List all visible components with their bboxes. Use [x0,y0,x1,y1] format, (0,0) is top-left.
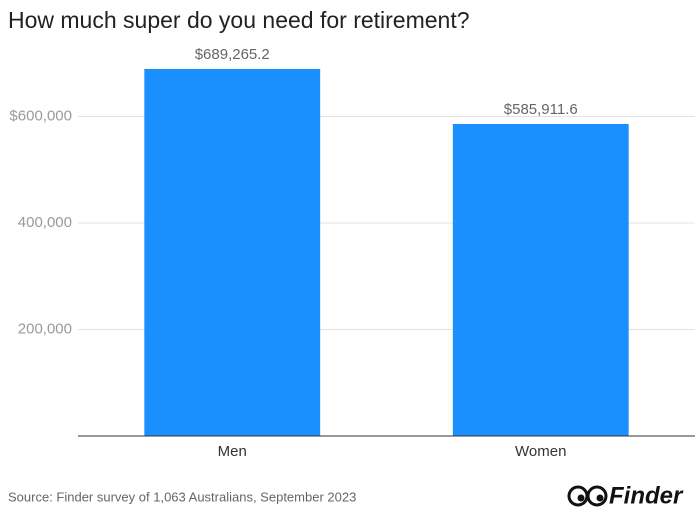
logo-eye [567,485,589,507]
logo-eye [586,485,608,507]
x-tick-label: Women [515,443,566,460]
y-tick-label: 200,000 [18,320,72,337]
x-tick-label: Men [218,443,247,460]
bar [144,68,321,436]
bar [452,124,629,436]
logo-pupil [596,494,604,502]
value-label: $689,265.2 [195,46,270,63]
brand-name: Finder [609,482,684,509]
chart-title: How much super do you need for retiremen… [8,7,470,33]
source-note: Source: Finder survey of 1,063 Australia… [8,489,356,504]
brand-logo: Finder [567,482,684,509]
y-tick-label: 400,000 [18,214,72,231]
value-label: $585,911.6 [504,101,578,118]
logo-pupil [577,494,585,502]
y-tick-label: $600,000 [9,107,72,124]
